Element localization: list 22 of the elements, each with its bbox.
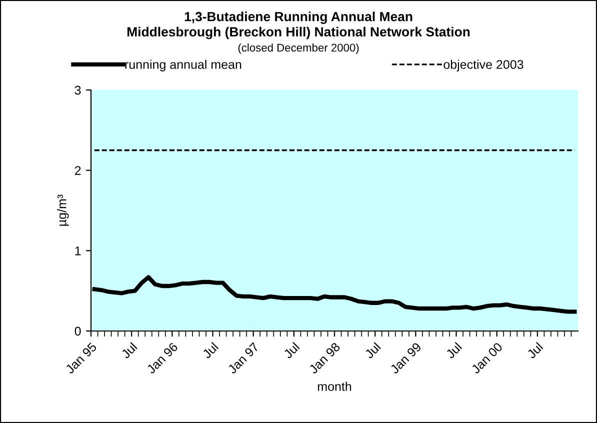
y-tick-label: 2: [74, 166, 81, 175]
x-tick-label: Jul: [445, 342, 462, 360]
x-tick-label: Jan 00: [470, 342, 503, 374]
chart-title: 1,3-Butadiene Running Annual Mean Middlesbrough (Breckon Hill) National Network Station: [127, 12, 470, 40]
y-tick-label: 3: [74, 86, 81, 95]
x-tick-label: Jul: [202, 342, 219, 360]
y-axis-title: µg/m³: [57, 194, 69, 226]
x-tick-label: Jan 96: [146, 342, 178, 374]
x-tick-label: Jan 97: [227, 342, 260, 374]
x-axis-title: month: [318, 382, 352, 391]
y-tick-label: 0: [74, 326, 81, 336]
y-tick-label: 1: [75, 246, 81, 256]
x-tick-label: Jan 99: [390, 342, 422, 374]
legend-label: objective 2003: [444, 60, 524, 72]
legend-label: running annual mean: [125, 60, 242, 72]
x-tick-label: Jul: [526, 342, 544, 360]
x-tick-label: Jul: [282, 342, 300, 360]
x-tick-label: Jul: [364, 342, 381, 360]
x-tick-label: Jan 98: [308, 342, 341, 374]
x-tick-label: Jul: [120, 342, 138, 360]
x-tick-label: Jan 95: [64, 342, 98, 374]
chart-subtitle: (closed December 2000): [238, 43, 359, 54]
